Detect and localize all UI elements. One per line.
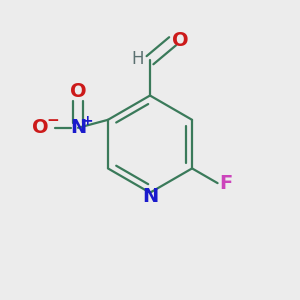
Text: H: H <box>131 50 144 68</box>
Text: −: − <box>46 113 59 128</box>
Text: O: O <box>32 118 49 137</box>
Text: O: O <box>70 82 86 101</box>
Text: N: N <box>142 187 158 206</box>
Text: +: + <box>82 114 93 128</box>
Text: N: N <box>70 118 86 137</box>
Text: O: O <box>172 31 188 50</box>
Text: F: F <box>219 174 232 193</box>
